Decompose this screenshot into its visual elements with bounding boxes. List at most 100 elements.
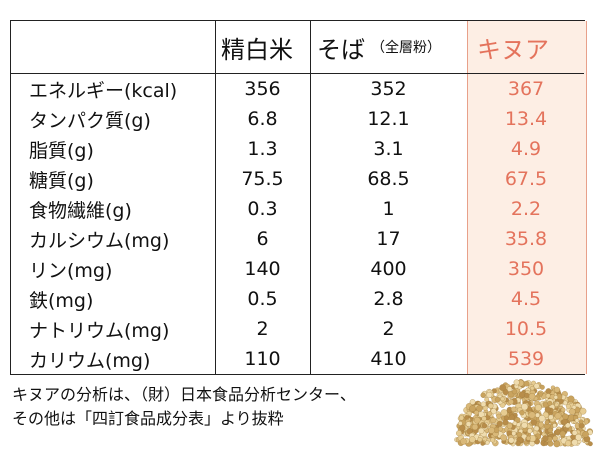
grain (506, 386, 513, 392)
value-cell: 356 (244, 78, 281, 100)
header-cell: そば （全層粉） (317, 21, 467, 73)
grain (533, 383, 540, 389)
header-divider (11, 73, 584, 74)
grain (518, 391, 526, 398)
value-cell: 410 (370, 348, 407, 370)
grain (499, 384, 507, 391)
grain (528, 393, 536, 400)
grain (490, 408, 497, 415)
grain (582, 431, 589, 438)
grain (490, 437, 496, 443)
grain (571, 439, 579, 446)
grain (480, 392, 486, 398)
grain (547, 400, 553, 406)
grain (552, 435, 558, 442)
row-label: 食物繊維(g) (29, 199, 132, 222)
grain (530, 419, 537, 426)
grain (508, 437, 515, 444)
value-cell: 3.1 (373, 138, 404, 160)
grain (569, 408, 576, 415)
grain (513, 379, 520, 386)
grain (564, 422, 571, 429)
grain (544, 419, 550, 425)
grain (523, 380, 530, 387)
value-cell: 400 (370, 258, 407, 280)
grain (509, 414, 515, 421)
row-label: エネルギー(kcal) (29, 79, 178, 102)
grain (553, 395, 558, 400)
grain (567, 395, 575, 403)
value-cell: 2.8 (373, 288, 404, 310)
grain (508, 399, 514, 405)
grain (476, 405, 483, 412)
nutrition-table: 精白米 そば （全層粉） キヌア エネルギー(kcal) 356 352 367 タンパク… (10, 20, 587, 375)
grain (548, 414, 554, 420)
grain (481, 423, 488, 429)
header-text: キヌア (477, 35, 549, 64)
grain (547, 427, 553, 433)
grain (516, 431, 522, 438)
value-cell: 75.5 (241, 168, 284, 190)
value-cell: 6 (256, 228, 269, 250)
grain (578, 419, 584, 424)
row-label: カリウム(mg) (29, 349, 151, 372)
row-label: タンパク質(g) (29, 109, 151, 132)
value-cell: 67.5 (504, 168, 548, 190)
grain (464, 415, 470, 420)
grain (480, 401, 487, 407)
grain (542, 435, 549, 442)
grain (539, 384, 545, 390)
grain (502, 389, 509, 396)
grain (465, 421, 472, 427)
grain (458, 415, 465, 421)
grain (473, 416, 481, 424)
grain (490, 417, 497, 424)
header-note: （全層粉） (371, 40, 441, 56)
grain (484, 397, 490, 402)
value-cell: 0.3 (247, 198, 278, 220)
value-cell: 352 (370, 78, 407, 100)
value-cell: 367 (507, 78, 545, 100)
grain (498, 426, 503, 432)
grain (524, 392, 530, 399)
grain (561, 418, 568, 425)
grain (473, 410, 479, 416)
grain (553, 440, 561, 448)
grain (530, 386, 535, 391)
row-label: 糖質(g) (29, 169, 94, 192)
grain (500, 396, 505, 402)
value-cell: 350 (507, 258, 545, 280)
value-cell: 13.4 (504, 108, 548, 130)
value-cell: 2 (256, 318, 269, 340)
grain (588, 441, 593, 447)
value-cell: 0.5 (247, 288, 278, 310)
grain (460, 438, 467, 445)
grain (519, 410, 525, 416)
grain (510, 406, 517, 413)
value-cell: 140 (244, 258, 281, 280)
grain (480, 441, 485, 446)
row-label: カルシウム(mg) (29, 229, 170, 252)
header-text: 精白米 (221, 35, 293, 64)
grain (544, 406, 551, 413)
grain (488, 426, 495, 434)
grain (496, 420, 503, 427)
value-cell: 10.5 (504, 318, 548, 340)
value-cell: 4.5 (510, 288, 542, 310)
col-divider (310, 21, 311, 374)
grain (477, 437, 483, 442)
grain (500, 434, 508, 442)
grain (579, 407, 587, 415)
grain (459, 424, 466, 431)
row-label: 鉄(mg) (29, 289, 94, 312)
grain (521, 403, 529, 411)
value-cell: 6.8 (247, 108, 278, 130)
footnote-line: その他は「四訂食品成分表」より抜粋 (12, 409, 284, 428)
grain (526, 435, 531, 441)
grain (471, 423, 479, 431)
grain (481, 416, 487, 422)
grain (511, 388, 518, 395)
value-cell: 68.5 (367, 168, 410, 190)
header-cell: 精白米 (221, 21, 311, 73)
